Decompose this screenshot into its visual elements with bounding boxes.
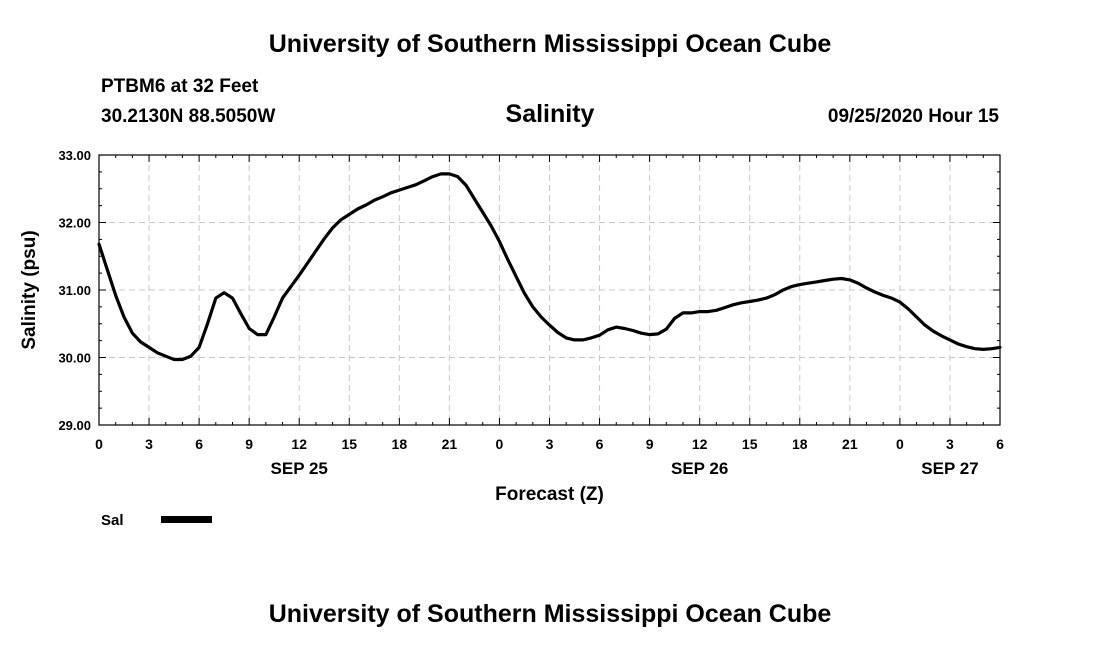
date-label: SEP 27 (921, 459, 978, 478)
x-tick-label: 18 (392, 436, 408, 452)
x-tick-label: 15 (341, 436, 357, 452)
x-tick-label: 0 (496, 436, 504, 452)
date-label: SEP 26 (671, 459, 728, 478)
station-label: PTBM6 at 32 Feet (101, 76, 259, 97)
x-tick-label: 9 (646, 436, 654, 452)
footer-title: University of Southern Mississippi Ocean… (268, 600, 832, 628)
x-tick-label: 21 (842, 436, 858, 452)
x-axis-title: Forecast (Z) (495, 484, 604, 505)
variable-title: Salinity (505, 100, 595, 128)
page-title: University of Southern Mississippi Ocean… (268, 30, 832, 58)
y-axis-title: Salinity (psu) (19, 230, 40, 349)
x-tick-label: 6 (596, 436, 604, 452)
x-tick-label: 3 (946, 436, 954, 452)
forecast-datetime: 09/25/2020 Hour 15 (827, 106, 999, 127)
x-tick-label: 21 (442, 436, 458, 452)
series-line-sal (97, 172, 1002, 362)
x-tick-label: 12 (692, 436, 708, 452)
x-tick-label: 3 (145, 436, 153, 452)
x-tick-label: 0 (95, 436, 103, 452)
x-tick-label: 15 (742, 436, 758, 452)
y-tick-label: 31.00 (58, 283, 91, 298)
x-tick-label: 3 (546, 436, 554, 452)
y-tick-label: 30.00 (58, 351, 91, 366)
x-tick-label: 6 (195, 436, 203, 452)
x-tick-label: 12 (291, 436, 307, 452)
date-label: SEP 25 (271, 459, 328, 478)
y-tick-label: 32.00 (58, 216, 91, 231)
y-tick-label: 33.00 (58, 148, 91, 163)
coordinates-label: 30.2130N 88.5050W (101, 106, 276, 127)
x-tick-label: 9 (245, 436, 253, 452)
legend-swatch (161, 516, 212, 523)
x-tick-label: 18 (792, 436, 808, 452)
y-tick-label: 29.00 (58, 418, 91, 433)
x-tick-label: 0 (896, 436, 904, 452)
legend-label: Sal (101, 512, 124, 529)
x-tick-label: 6 (996, 436, 1004, 452)
